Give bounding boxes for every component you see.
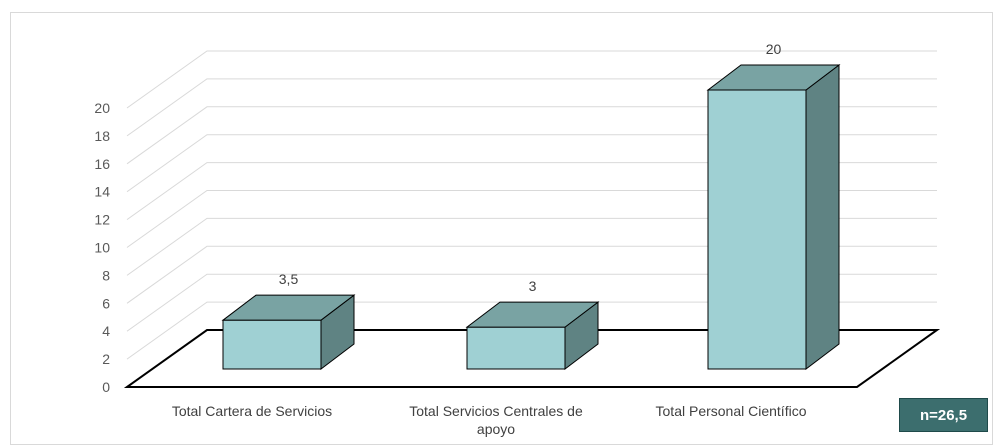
gridline	[126, 245, 937, 304]
y-axis-ticks: 0 2 4 6 8 10 12 14 16 18 20	[94, 100, 110, 395]
gridline	[126, 273, 937, 332]
sample-size-badge: n=26,5	[899, 398, 988, 432]
y-tick-label: 4	[102, 323, 110, 339]
bar	[465, 301, 600, 371]
bar-front	[466, 326, 566, 370]
bars: 3,5 3 20	[221, 41, 841, 371]
y-tick-label: 10	[94, 240, 110, 256]
category-label: Total Cartera de Servicios	[172, 403, 332, 419]
bar	[221, 294, 356, 371]
y-tick-label: 14	[94, 184, 110, 200]
bar-front	[222, 319, 322, 370]
y-tick-label: 18	[94, 128, 110, 144]
category-label: Total Personal Científico	[656, 403, 807, 419]
y-tick-label: 16	[94, 156, 110, 172]
data-label: 3	[529, 278, 537, 294]
gridline	[126, 301, 937, 360]
y-tick-label: 20	[94, 100, 110, 116]
gridline	[126, 134, 937, 193]
bar-top	[221, 294, 356, 321]
gridline	[126, 78, 937, 137]
data-label: 3,5	[279, 271, 299, 287]
category-labels: Total Cartera de Servicios Total Servicio…	[172, 403, 807, 437]
bar-front	[707, 89, 807, 370]
y-tick-label: 6	[102, 295, 110, 311]
category-label: Total Servicios Centrales de apoyo	[409, 403, 583, 437]
gridline	[126, 217, 937, 276]
y-tick-label: 12	[94, 212, 110, 228]
y-tick-label: 0	[102, 379, 110, 395]
data-label: 20	[766, 41, 782, 57]
bar-side	[805, 63, 840, 371]
gridline	[126, 106, 937, 165]
gridline	[126, 162, 937, 221]
bar-top	[465, 301, 600, 328]
bar-top	[706, 64, 841, 91]
y-tick-label: 2	[102, 351, 110, 367]
gridline	[126, 190, 937, 248]
y-tick-label: 8	[102, 267, 110, 283]
bar	[706, 63, 841, 371]
gridline	[126, 50, 937, 109]
